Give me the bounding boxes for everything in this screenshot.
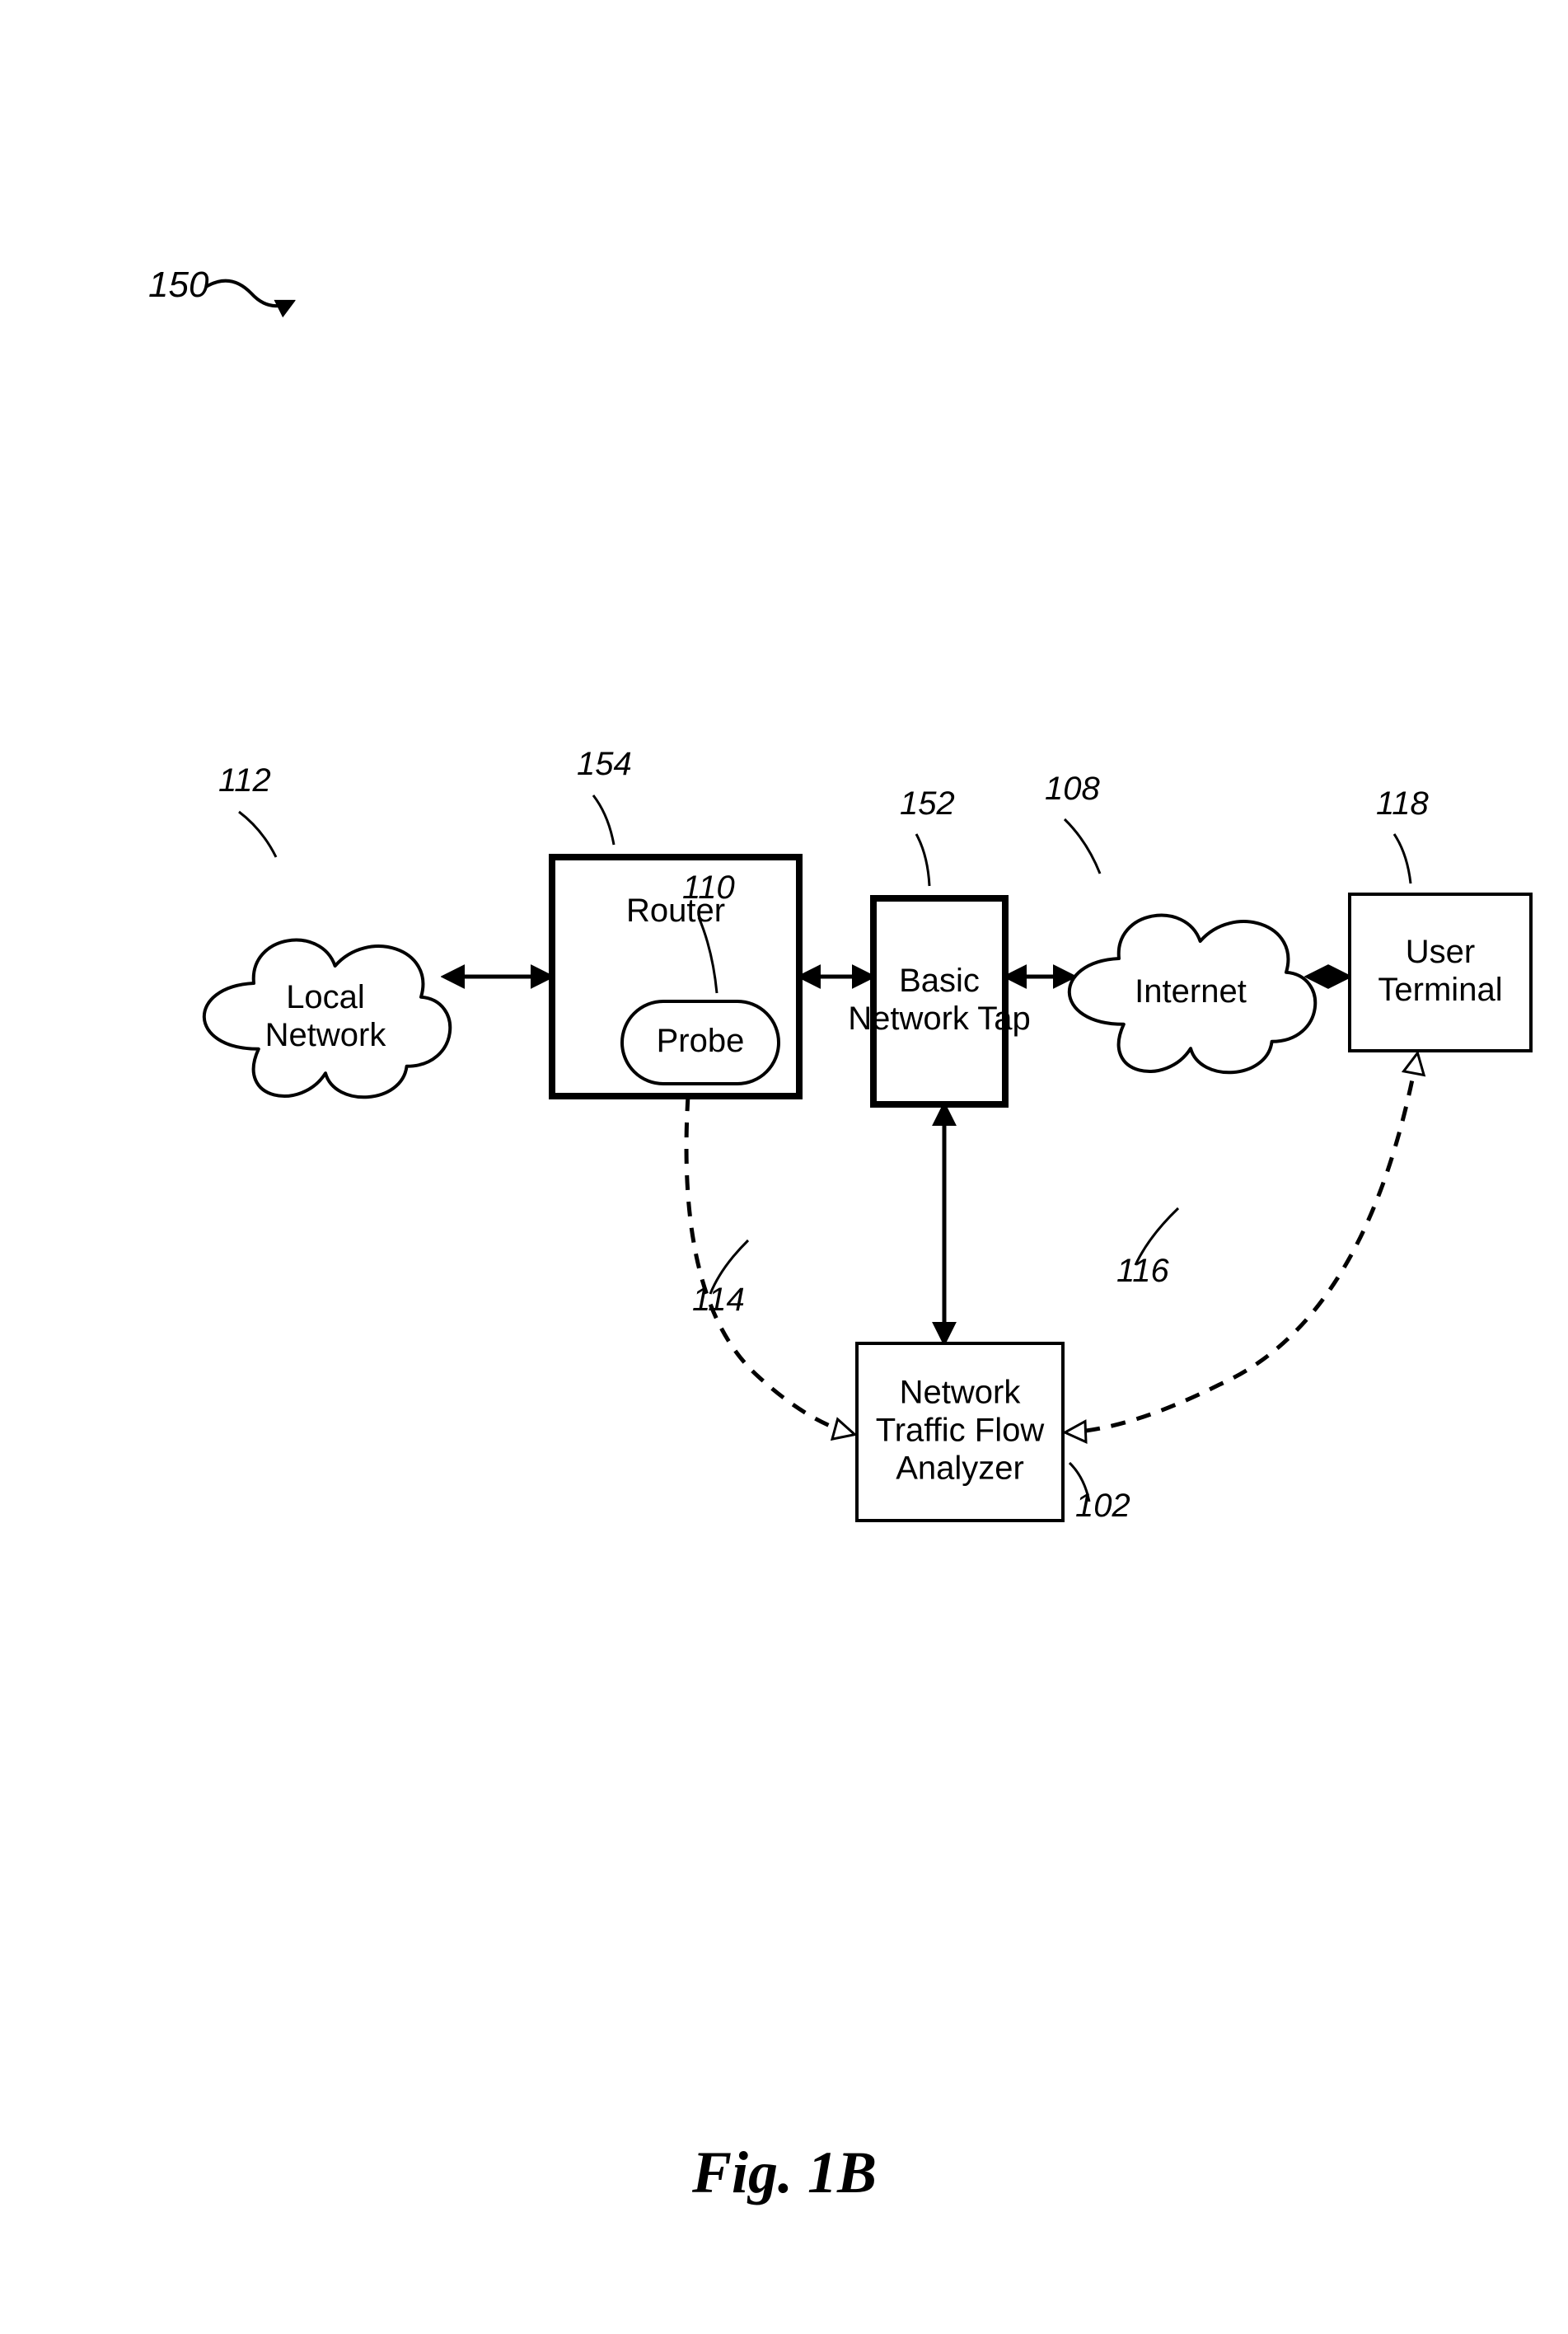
- node-analyzer: NetworkTraffic FlowAnalyzer 102: [857, 1343, 1130, 1524]
- node-label-analyzer: Analyzer: [896, 1451, 1024, 1487]
- node-label-local_network: Network: [265, 1017, 387, 1053]
- diagram-ref-leader: [206, 281, 293, 307]
- node-ref-leader-user_terminal: [1394, 834, 1411, 883]
- node-ref-leader-router: [593, 795, 614, 845]
- edge-e7: [1067, 1055, 1417, 1432]
- node-label-internet: Internet: [1135, 973, 1247, 1010]
- node-ref-leader-tap: [916, 834, 929, 886]
- node-ref-internet: 108: [1045, 771, 1100, 807]
- diagram-ref: 150: [148, 265, 209, 305]
- node-user_terminal: UserTerminal 118: [1350, 785, 1531, 1051]
- diagram-svg: 150114116LocalNetwork112Router154Probe11…: [0, 0, 1568, 2334]
- node-label-tap: Basic: [899, 963, 980, 999]
- figure-caption: Fig. 1B: [692, 2139, 877, 2207]
- node-ref-router: 154: [577, 746, 632, 782]
- node-ref-probe: 110: [682, 869, 735, 906]
- node-ref-tap: 152: [900, 785, 955, 822]
- node-label-analyzer: Traffic Flow: [876, 1413, 1045, 1449]
- node-ref-leader-internet: [1065, 819, 1100, 874]
- diagram-page: 150114116LocalNetwork112Router154Probe11…: [0, 0, 1568, 2334]
- node-tap: BasicNetwork Tap 152: [848, 785, 1031, 1104]
- node-label-user_terminal: Terminal: [1378, 972, 1502, 1008]
- node-label-local_network: Local: [286, 979, 365, 1015]
- node-local_network: LocalNetwork 112: [204, 762, 450, 1097]
- node-internet: Internet 108: [1045, 771, 1315, 1072]
- edge-e6: [686, 1096, 853, 1434]
- node-ref-local_network: 112: [218, 762, 271, 799]
- edge-ref-e7: 116: [1116, 1253, 1170, 1289]
- edge-ref-e6: 114: [692, 1282, 745, 1318]
- node-ref-analyzer: 102: [1075, 1488, 1130, 1524]
- node-label-probe: Probe: [657, 1023, 745, 1059]
- node-label-tap: Network Tap: [848, 1001, 1031, 1037]
- node-ref-user_terminal: 118: [1376, 785, 1430, 822]
- node-ref-leader-local_network: [239, 812, 276, 857]
- node-label-analyzer: Network: [900, 1375, 1022, 1411]
- node-label-user_terminal: User: [1406, 934, 1475, 970]
